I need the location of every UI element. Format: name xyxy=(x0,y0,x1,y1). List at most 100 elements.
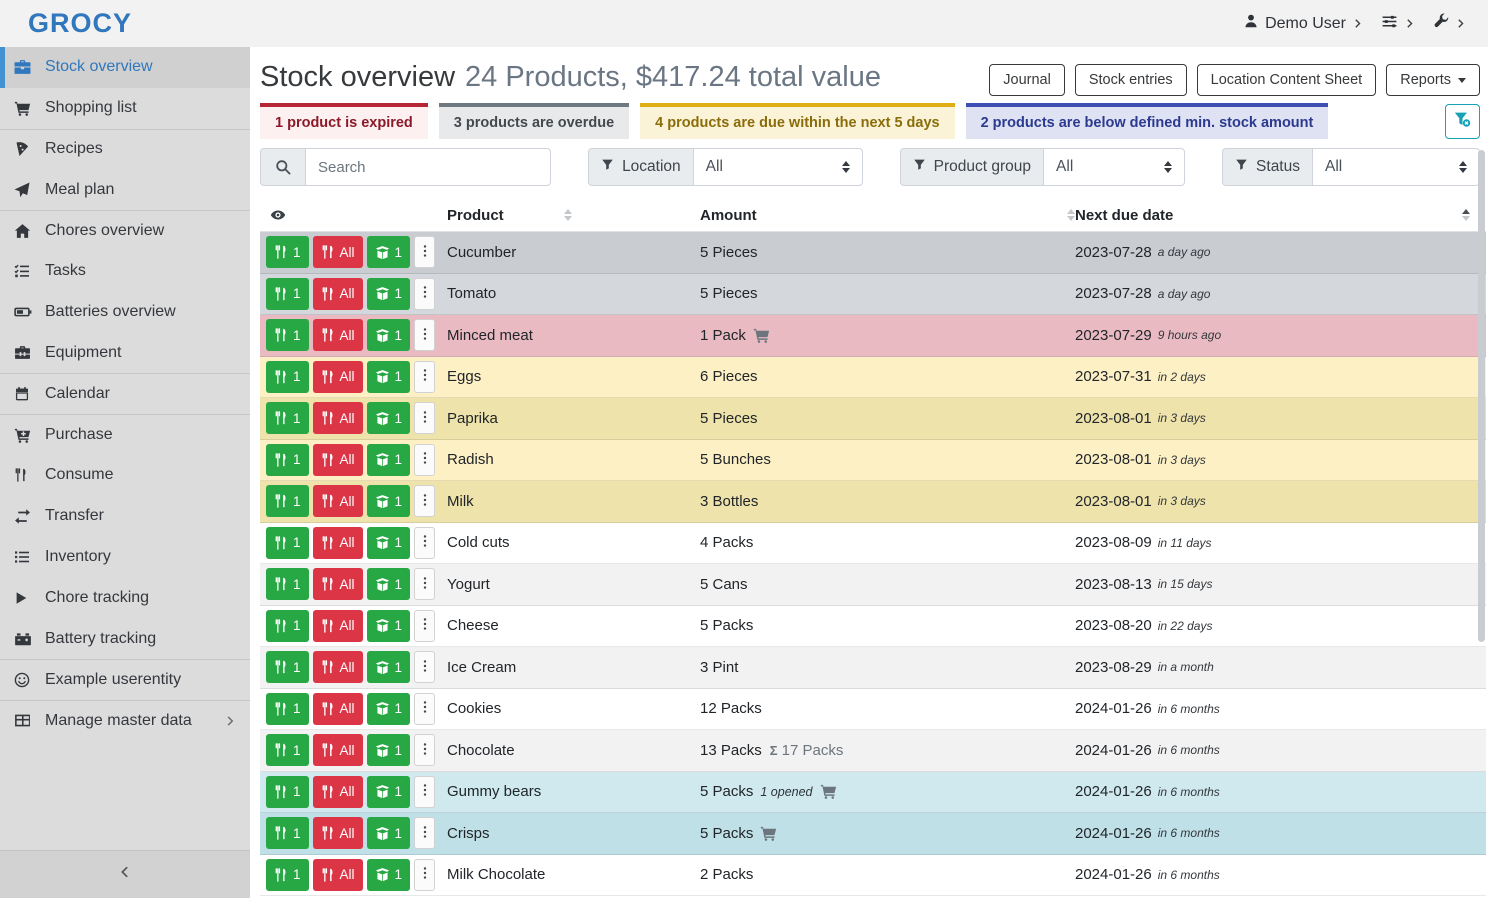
open-one-button[interactable]: 1 xyxy=(366,443,411,476)
due-soon-banner[interactable]: 4 products are due within the next 5 day… xyxy=(640,103,955,139)
table-row[interactable]: 1 All 1 Milk 3 Bottles 2023-08-01 in 3 days xyxy=(260,481,1486,523)
open-one-button[interactable]: 1 xyxy=(366,485,411,518)
product-name[interactable]: Crisps xyxy=(447,824,490,842)
sidebar-item-transfer[interactable]: Transfer xyxy=(0,496,250,537)
consume-one-button[interactable]: 1 xyxy=(266,402,309,435)
table-row[interactable]: 1 All 1 Chocolate 13 Packs Σ 17 Packs 2024-01-… xyxy=(260,730,1486,772)
product-name[interactable]: Radish xyxy=(447,451,494,469)
column-header-amount[interactable]: Amount xyxy=(700,207,1075,224)
product-name[interactable]: Milk Chocolate xyxy=(447,866,546,884)
open-one-button[interactable]: 1 xyxy=(366,319,411,352)
sidebar-item-tasks[interactable]: Tasks xyxy=(0,251,250,292)
open-one-button[interactable]: 1 xyxy=(366,526,411,559)
sidebar-item-example-userentity[interactable]: Example userentity xyxy=(0,658,250,700)
consume-one-button[interactable]: 1 xyxy=(266,734,309,767)
product-name[interactable]: Ice Cream xyxy=(447,658,517,676)
row-menu-button[interactable] xyxy=(414,775,436,808)
open-one-button[interactable]: 1 xyxy=(366,277,411,310)
row-menu-button[interactable] xyxy=(414,402,436,435)
consume-all-button[interactable]: All xyxy=(312,443,363,476)
table-row[interactable]: 1 All 1 Crisps 5 Packs 2024-01-26 in 6 months xyxy=(260,813,1486,855)
consume-one-button[interactable]: 1 xyxy=(266,526,309,559)
product-name[interactable]: Yogurt xyxy=(447,575,490,593)
row-menu-button[interactable] xyxy=(414,443,436,476)
sidebar-item-batteries-overview[interactable]: Batteries overview xyxy=(0,292,250,333)
product-name[interactable]: Minced meat xyxy=(447,326,533,344)
consume-all-button[interactable]: All xyxy=(312,360,363,393)
consume-all-button[interactable]: All xyxy=(312,692,363,725)
location-select[interactable]: All xyxy=(692,148,863,186)
expired-banner[interactable]: 1 product is expired xyxy=(260,103,428,139)
row-menu-button[interactable] xyxy=(414,858,436,891)
open-one-button[interactable]: 1 xyxy=(366,402,411,435)
table-row[interactable]: 1 All 1 Yogurt 5 Cans 2023-08-13 in 15 days xyxy=(260,564,1486,606)
consume-one-button[interactable]: 1 xyxy=(266,775,309,808)
consume-one-button[interactable]: 1 xyxy=(266,817,309,850)
open-one-button[interactable]: 1 xyxy=(366,817,411,850)
row-menu-button[interactable] xyxy=(414,277,436,310)
table-row[interactable]: 1 All 1 Radish 5 Bunches 2023-08-01 in 3 days xyxy=(260,439,1486,481)
journal-button[interactable]: Journal xyxy=(989,64,1065,96)
sidebar-item-calendar[interactable]: Calendar xyxy=(0,373,250,414)
open-one-button[interactable]: 1 xyxy=(366,360,411,393)
sidebar-item-shopping-list[interactable]: Shopping list xyxy=(0,88,250,129)
consume-all-button[interactable]: All xyxy=(312,651,363,684)
row-menu-button[interactable] xyxy=(414,236,436,269)
row-menu-button[interactable] xyxy=(414,319,436,352)
row-menu-button[interactable] xyxy=(414,568,436,601)
product-name[interactable]: Milk xyxy=(447,492,474,510)
table-row[interactable]: 1 All 1 Tomato 5 Pieces 2023-07-28 a day ago xyxy=(260,273,1486,315)
table-row[interactable]: 1 All 1 Cookies 12 Packs 2024-01-26 in 6 month… xyxy=(260,688,1486,730)
consume-one-button[interactable]: 1 xyxy=(266,277,309,310)
row-menu-button[interactable] xyxy=(414,360,436,393)
consume-one-button[interactable]: 1 xyxy=(266,858,309,891)
consume-all-button[interactable]: All xyxy=(312,858,363,891)
table-row[interactable]: 1 All 1 Cheese 5 Packs 2023-08-20 in 22 days xyxy=(260,605,1486,647)
consume-all-button[interactable]: All xyxy=(312,236,363,269)
product-name[interactable]: Cheese xyxy=(447,617,499,635)
product-name[interactable]: Cookies xyxy=(447,700,502,718)
row-menu-button[interactable] xyxy=(414,734,436,767)
vertical-scrollbar[interactable] xyxy=(1478,150,1485,642)
admin-menu[interactable] xyxy=(1433,13,1466,34)
table-row[interactable]: 1 All 1 Ice Cream 3 Pint 2023-08-29 in a month xyxy=(260,647,1486,689)
open-one-button[interactable]: 1 xyxy=(366,651,411,684)
consume-all-button[interactable]: All xyxy=(312,277,363,310)
consume-all-button[interactable]: All xyxy=(312,485,363,518)
consume-all-button[interactable]: All xyxy=(312,734,363,767)
open-one-button[interactable]: 1 xyxy=(366,858,411,891)
consume-all-button[interactable]: All xyxy=(312,568,363,601)
table-row[interactable]: 1 All 1 Paprika 5 Pieces 2023-08-01 in 3 days xyxy=(260,398,1486,440)
consume-one-button[interactable]: 1 xyxy=(266,236,309,269)
open-one-button[interactable]: 1 xyxy=(366,568,411,601)
row-menu-button[interactable] xyxy=(414,651,436,684)
product-name[interactable]: Paprika xyxy=(447,409,498,427)
location-content-sheet-button[interactable]: Location Content Sheet xyxy=(1196,64,1377,96)
consume-one-button[interactable]: 1 xyxy=(266,485,309,518)
consume-all-button[interactable]: All xyxy=(312,775,363,808)
row-menu-button[interactable] xyxy=(414,609,436,642)
product-name[interactable]: Chocolate xyxy=(447,741,515,759)
product-name[interactable]: Eggs xyxy=(447,368,482,386)
sidebar-item-battery-tracking[interactable]: Battery tracking xyxy=(0,618,250,659)
table-row[interactable]: 1 All 1 Milk Chocolate 2 Packs 2024-01-26 in 6… xyxy=(260,854,1486,896)
open-one-button[interactable]: 1 xyxy=(366,609,411,642)
user-menu[interactable]: Demo User xyxy=(1243,13,1363,34)
open-one-button[interactable]: 1 xyxy=(366,734,411,767)
product-name[interactable]: Gummy bears xyxy=(447,783,542,801)
consume-one-button[interactable]: 1 xyxy=(266,651,309,684)
product-group-select[interactable]: All xyxy=(1043,148,1186,186)
table-row[interactable]: 1 All 1 Eggs 6 Pieces 2023-07-31 in 2 days xyxy=(260,356,1486,398)
table-row[interactable]: 1 All 1 Minced meat 1 Pack 2023-07-29 9 hours … xyxy=(260,315,1486,357)
eye-icon[interactable] xyxy=(270,207,286,223)
table-row[interactable]: 1 All 1 Gummy bears 5 Packs 1 opened 2024-01-2… xyxy=(260,771,1486,813)
reports-dropdown-button[interactable]: Reports xyxy=(1386,64,1480,96)
sidebar-item-chores-overview[interactable]: Chores overview xyxy=(0,210,250,251)
consume-one-button[interactable]: 1 xyxy=(266,319,309,352)
sidebar-item-consume[interactable]: Consume xyxy=(0,455,250,496)
sidebar-item-stock-overview[interactable]: Stock overview xyxy=(0,47,250,88)
product-name[interactable]: Tomato xyxy=(447,285,497,303)
consume-all-button[interactable]: All xyxy=(312,319,363,352)
product-name[interactable]: Cucumber xyxy=(447,243,517,261)
table-row[interactable]: 1 All 1 Cucumber 5 Pieces 2023-07-28 a day ago xyxy=(260,232,1486,274)
